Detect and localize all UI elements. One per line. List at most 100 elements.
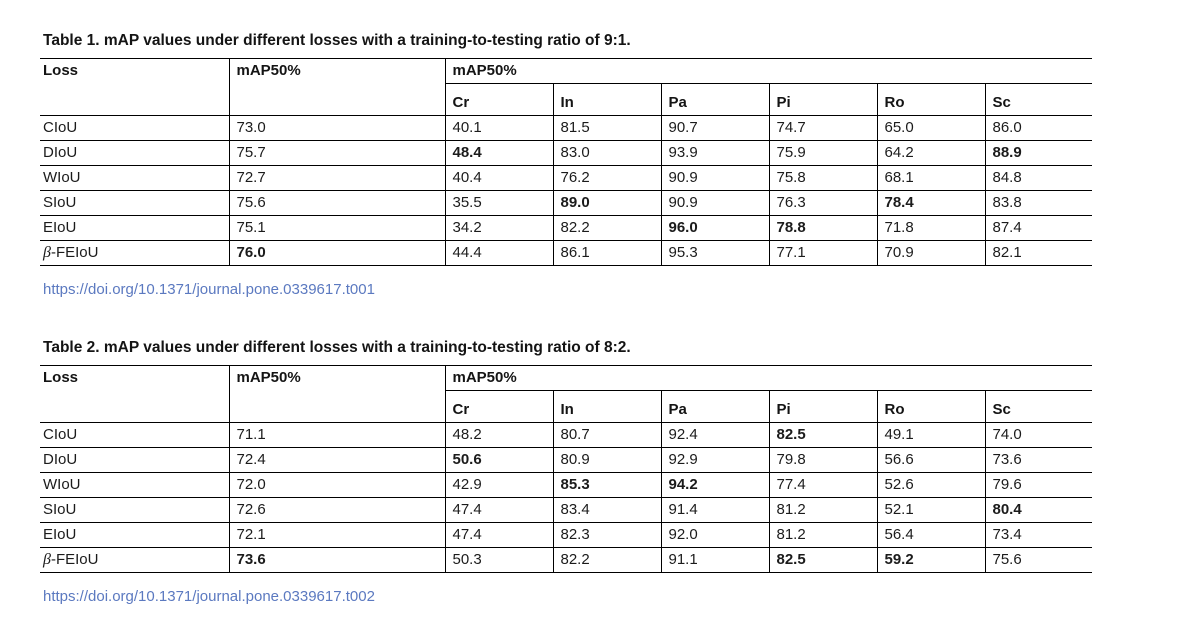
table-2: Loss mAP50% mAP50% Cr In Pa Pi Ro Sc CIo… — [40, 365, 1093, 573]
class-value-cell: 74.0 — [985, 422, 1093, 448]
class-value-cell: 50.6 — [445, 447, 554, 473]
col-header-map50-group: mAP50% — [445, 58, 1093, 84]
class-value-cell: 52.6 — [877, 472, 986, 498]
header-row-1: Loss mAP50% mAP50% — [40, 58, 1093, 116]
table-row: EIoU 75.1 34.2 82.2 96.0 78.8 71.8 87.4 — [40, 215, 1093, 241]
class-value-cell: 35.5 — [445, 190, 554, 216]
class-value-cell: 80.4 — [985, 497, 1093, 523]
class-value-cell: 82.5 — [769, 422, 878, 448]
col-header-sc: Sc — [985, 390, 1093, 423]
table-row: SIoU 75.6 35.5 89.0 90.9 76.3 78.4 83.8 — [40, 190, 1093, 216]
loss-label-cell: DIoU — [40, 447, 230, 473]
class-value-cell: 40.1 — [445, 115, 554, 141]
class-value-cell: 81.5 — [553, 115, 662, 141]
header-row-2: Cr In Pa Pi Ro Sc — [40, 390, 1093, 423]
class-value-cell: 48.2 — [445, 422, 554, 448]
class-value-cell: 79.8 — [769, 447, 878, 473]
class-value-cell: 71.8 — [877, 215, 986, 241]
col-header-in: In — [553, 390, 662, 423]
col-header-cr: Cr — [445, 390, 554, 423]
class-value-cell: 92.0 — [661, 522, 770, 548]
doi-link-t002[interactable]: https://doi.org/10.1371/journal.pone.033… — [43, 588, 375, 605]
class-value-cell: 87.4 — [985, 215, 1093, 241]
class-value-cell: 77.1 — [769, 240, 878, 266]
class-value-cell: 82.2 — [553, 547, 662, 573]
col-header-sc: Sc — [985, 83, 1093, 116]
header-row-1: Loss mAP50% mAP50% — [40, 365, 1093, 423]
map50-value-cell: 72.0 — [229, 472, 446, 498]
class-value-cell: 78.4 — [877, 190, 986, 216]
class-value-cell: 65.0 — [877, 115, 986, 141]
beta-symbol: β — [43, 244, 51, 261]
map50-value-cell: 76.0 — [229, 240, 446, 266]
class-value-cell: 92.4 — [661, 422, 770, 448]
class-value-cell: 94.2 — [661, 472, 770, 498]
class-value-cell: 48.4 — [445, 140, 554, 166]
class-value-cell: 75.8 — [769, 165, 878, 191]
loss-label-cell: β-FEIoU — [40, 547, 230, 573]
class-value-cell: 89.0 — [553, 190, 662, 216]
loss-label-cell: EIoU — [40, 522, 230, 548]
table-row: β-FEIoU 73.6 50.3 82.2 91.1 82.5 59.2 75.6 — [40, 547, 1093, 573]
class-value-cell: 47.4 — [445, 522, 554, 548]
class-value-cell: 77.4 — [769, 472, 878, 498]
article-tables-region: Table 1. mAP values under different loss… — [40, 33, 1201, 605]
class-value-cell: 68.1 — [877, 165, 986, 191]
beta-symbol: β — [43, 551, 51, 568]
col-header-loss: Loss — [40, 365, 230, 423]
table-1: Loss mAP50% mAP50% Cr In Pa Pi Ro Sc CIo… — [40, 58, 1093, 266]
class-value-cell: 81.2 — [769, 497, 878, 523]
class-value-cell: 82.1 — [985, 240, 1093, 266]
loss-label-cell: WIoU — [40, 472, 230, 498]
class-value-cell: 86.0 — [985, 115, 1093, 141]
class-value-cell: 90.9 — [661, 165, 770, 191]
class-value-cell: 40.4 — [445, 165, 554, 191]
class-value-cell: 88.9 — [985, 140, 1093, 166]
map50-value-cell: 72.7 — [229, 165, 446, 191]
class-value-cell: 64.2 — [877, 140, 986, 166]
class-value-cell: 90.9 — [661, 190, 770, 216]
table-2-block: Table 2. mAP values under different loss… — [40, 340, 1201, 605]
col-header-pi: Pi — [769, 390, 878, 423]
table-1-body: CIoU 73.0 40.1 81.5 90.7 74.7 65.0 86.0 DIoU 75.7… — [40, 115, 1093, 266]
table-row: WIoU 72.0 42.9 85.3 94.2 77.4 52.6 79.6 — [40, 472, 1093, 498]
table-row: DIoU 75.7 48.4 83.0 93.9 75.9 64.2 88.9 — [40, 140, 1093, 166]
class-value-cell: 76.2 — [553, 165, 662, 191]
class-value-cell: 82.3 — [553, 522, 662, 548]
map50-value-cell: 75.6 — [229, 190, 446, 216]
table-row: EIoU 72.1 47.4 82.3 92.0 81.2 56.4 73.4 — [40, 522, 1093, 548]
loss-label-cell: SIoU — [40, 497, 230, 523]
class-value-cell: 92.9 — [661, 447, 770, 473]
class-value-cell: 96.0 — [661, 215, 770, 241]
class-value-cell: 70.9 — [877, 240, 986, 266]
doi-link-t001[interactable]: https://doi.org/10.1371/journal.pone.033… — [43, 281, 375, 298]
class-value-cell: 34.2 — [445, 215, 554, 241]
class-value-cell: 83.8 — [985, 190, 1093, 216]
table-row: SIoU 72.6 47.4 83.4 91.4 81.2 52.1 80.4 — [40, 497, 1093, 523]
class-value-cell: 79.6 — [985, 472, 1093, 498]
map50-value-cell: 72.4 — [229, 447, 446, 473]
map50-value-cell: 72.1 — [229, 522, 446, 548]
table-2-header: Loss mAP50% mAP50% Cr In Pa Pi Ro Sc — [40, 365, 1093, 423]
class-value-cell: 52.1 — [877, 497, 986, 523]
class-value-cell: 50.3 — [445, 547, 554, 573]
loss-label-cell: β-FEIoU — [40, 240, 230, 266]
table-1-block: Table 1. mAP values under different loss… — [40, 33, 1201, 298]
table-row: β-FEIoU 76.0 44.4 86.1 95.3 77.1 70.9 82.1 — [40, 240, 1093, 266]
map50-value-cell: 73.6 — [229, 547, 446, 573]
table-1-header: Loss mAP50% mAP50% Cr In Pa Pi Ro Sc — [40, 58, 1093, 116]
map50-value-cell: 75.1 — [229, 215, 446, 241]
class-value-cell: 83.4 — [553, 497, 662, 523]
class-value-cell: 91.1 — [661, 547, 770, 573]
class-value-cell: 73.6 — [985, 447, 1093, 473]
class-value-cell: 44.4 — [445, 240, 554, 266]
col-header-loss: Loss — [40, 58, 230, 116]
col-header-ro: Ro — [877, 83, 986, 116]
col-header-pa: Pa — [661, 390, 770, 423]
class-value-cell: 83.0 — [553, 140, 662, 166]
class-value-cell: 93.9 — [661, 140, 770, 166]
map50-value-cell: 73.0 — [229, 115, 446, 141]
class-value-cell: 47.4 — [445, 497, 554, 523]
class-value-cell: 73.4 — [985, 522, 1093, 548]
loss-label-cell: EIoU — [40, 215, 230, 241]
